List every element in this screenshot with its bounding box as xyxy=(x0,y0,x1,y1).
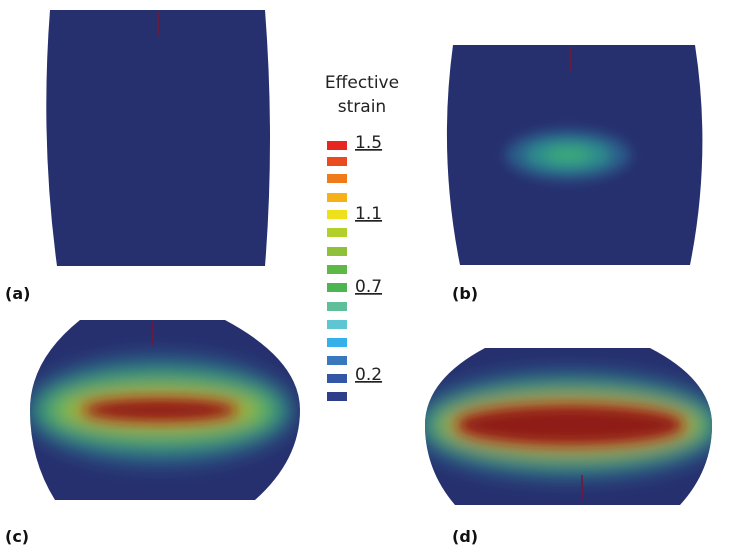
panel-label: (a) xyxy=(5,284,30,303)
specimen-a xyxy=(46,10,270,266)
legend-label: 1.1 xyxy=(355,204,382,224)
legend-label: 0.2 xyxy=(355,365,382,385)
legend-label: 0.7 xyxy=(355,277,382,297)
legend-title: strain xyxy=(338,97,386,117)
panel-label: (c) xyxy=(5,527,29,546)
colorbar xyxy=(327,141,347,401)
legend-label: 1.5 xyxy=(355,133,382,153)
specimen-d xyxy=(410,340,730,510)
specimen-c xyxy=(20,310,310,510)
legend-title: Effective xyxy=(325,73,399,93)
strain-field-b xyxy=(506,130,630,180)
figure: Effective strain 1.5 1.1 0.7 0.2 (a) (b)… xyxy=(0,0,737,548)
panel-label: (b) xyxy=(452,284,478,303)
panel-label: (d) xyxy=(452,527,478,546)
